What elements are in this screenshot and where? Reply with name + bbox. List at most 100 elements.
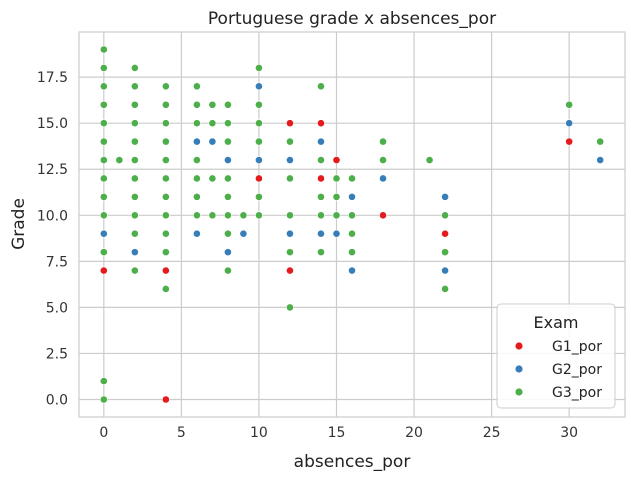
data-point-g2-por (130, 248, 139, 257)
x-tick-label: 25 (483, 425, 501, 441)
data-point-g3-por (99, 45, 108, 54)
data-point-g3-por (348, 248, 356, 257)
data-point-g3-por (161, 137, 170, 146)
data-point-g2-por (596, 156, 605, 164)
data-point-g3-por (99, 100, 108, 109)
data-point-g2-por (441, 192, 449, 201)
data-point-g3-por (596, 137, 605, 146)
legend-marker-g3 (515, 388, 523, 396)
data-point-g1-por (379, 211, 387, 220)
data-point-g3-por (161, 211, 170, 220)
data-point-g3-por (99, 119, 108, 128)
y-tick-label: 12.5 (37, 162, 68, 178)
data-point-g2-por (317, 229, 325, 238)
data-point-g3-por (130, 211, 139, 220)
data-point-g3-por (161, 248, 170, 257)
data-point-g3-por (441, 211, 449, 220)
plot-frame (78, 31, 626, 418)
data-point-g3-por (99, 395, 108, 404)
data-point-g2-por (224, 156, 232, 164)
data-point-g3-por (255, 137, 263, 146)
data-point-g2-por (441, 266, 449, 275)
data-point-g3-por (224, 192, 232, 201)
data-point-g1-por (565, 137, 574, 146)
data-point-g3-por (192, 100, 201, 109)
x-tick-label: 20 (405, 425, 423, 441)
y-tick-labels: 0.0 2.5 5.0 7.5 10.0 12.5 15.0 17.5 (37, 70, 68, 408)
data-point-g2-por (332, 229, 341, 238)
data-point-g3-por (115, 156, 124, 164)
data-point-g3-por (99, 211, 108, 220)
data-point-g3-por (255, 211, 263, 220)
data-point-g3-por (99, 64, 108, 72)
data-point-g3-por (332, 192, 341, 201)
data-point-g3-por (161, 119, 170, 128)
y-axis-label: Grade (9, 198, 29, 250)
data-point-g3-por (192, 192, 201, 201)
legend-label-g3: G3_por (552, 385, 602, 401)
data-point-g3-por (161, 285, 170, 293)
legend-label-g1: G1_por (552, 339, 602, 355)
data-point-g3-por (130, 156, 139, 164)
data-point-g3-por (208, 174, 217, 183)
data-point-g3-por (161, 156, 170, 164)
data-point-g3-por (379, 156, 387, 164)
data-point-g3-por (348, 211, 356, 220)
legend-marker-g2 (515, 365, 523, 373)
data-point-g1-por (161, 266, 170, 275)
data-point-g3-por (332, 211, 341, 220)
data-point-g3-por (332, 174, 341, 183)
data-point-g3-por (192, 174, 201, 183)
data-point-g3-por (224, 100, 232, 109)
data-point-g3-por (224, 137, 232, 146)
data-point-g2-por (286, 229, 294, 238)
x-tick-label: 30 (560, 425, 578, 441)
data-point-g3-por (192, 119, 201, 128)
data-points (99, 45, 605, 404)
data-point-g3-por (317, 248, 325, 257)
data-point-g3-por (317, 192, 325, 201)
data-point-g3-por (317, 82, 325, 91)
x-tick-label: 15 (328, 425, 346, 441)
data-point-g1-por (317, 174, 325, 183)
legend-box (496, 303, 616, 409)
data-point-g3-por (99, 82, 108, 91)
data-point-g1-por (286, 119, 294, 128)
legend: Exam G1_por G2_por G3_por (496, 303, 616, 409)
data-point-g3-por (161, 82, 170, 91)
data-point-g2-por (99, 229, 108, 238)
x-tick-label: 10 (250, 425, 268, 441)
data-point-g3-por (224, 211, 232, 220)
data-point-g1-por (286, 266, 294, 275)
data-point-g3-por (317, 156, 325, 164)
data-point-g3-por (441, 248, 449, 257)
data-point-g2-por (565, 119, 574, 128)
data-point-g2-por (348, 192, 356, 201)
data-point-g3-por (161, 229, 170, 238)
data-point-g2-por (192, 229, 201, 238)
data-point-g3-por (130, 137, 139, 146)
data-point-g3-por (192, 211, 201, 220)
data-point-g3-por (224, 174, 232, 183)
data-point-g1-por (99, 266, 108, 275)
data-point-g3-por (286, 174, 294, 183)
data-point-g3-por (208, 100, 217, 109)
data-point-g3-por (255, 100, 263, 109)
data-point-g3-por (286, 211, 294, 220)
data-point-g3-por (99, 156, 108, 164)
data-point-g3-por (161, 174, 170, 183)
data-point-g3-por (192, 156, 201, 164)
data-point-g3-por (239, 211, 248, 220)
data-point-g3-por (130, 64, 139, 72)
data-point-g3-por (255, 64, 263, 72)
data-point-g3-por (286, 248, 294, 257)
data-point-g2-por (239, 229, 248, 238)
data-point-g3-por (99, 174, 108, 183)
y-tick-label: 2.5 (46, 346, 68, 362)
data-point-g3-por (348, 174, 356, 183)
data-point-g2-por (286, 156, 294, 164)
chart-title: Portuguese grade x absences_por (208, 9, 496, 29)
data-point-g3-por (130, 174, 139, 183)
y-tick-label: 17.5 (37, 70, 68, 86)
